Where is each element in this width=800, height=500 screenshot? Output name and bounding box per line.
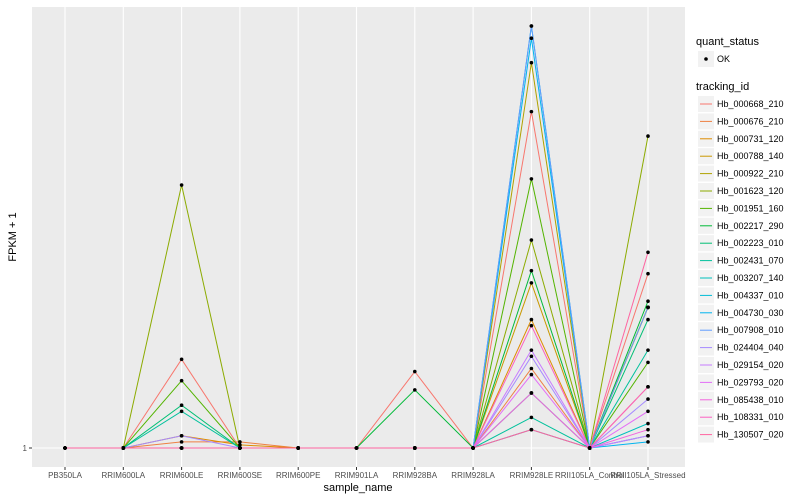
data-point — [529, 323, 534, 328]
data-point — [471, 446, 475, 450]
data-point — [529, 281, 534, 285]
x-tick-label: RRIM928BA — [393, 471, 438, 480]
x-tick-label: RRIM600LA — [102, 471, 146, 480]
data-point — [238, 446, 242, 450]
legend-color-items: Hb_000668_210 Hb_000676_210 Hb_000731_120 H… — [698, 96, 784, 443]
data-point — [529, 24, 534, 28]
data-point — [646, 397, 650, 401]
data-point — [646, 440, 650, 444]
data-points — [63, 24, 650, 450]
x-tick-label: PB350LA — [48, 471, 82, 480]
data-point — [529, 268, 534, 273]
data-point — [179, 357, 184, 362]
legend-label: Hb_000788_140 — [717, 151, 784, 161]
legend-label: Hb_000676_210 — [717, 116, 784, 126]
y-axis-title: FPKM + 1 — [7, 212, 19, 261]
data-point — [646, 385, 650, 389]
data-point — [121, 446, 126, 450]
data-point — [413, 369, 417, 374]
data-point — [179, 409, 184, 414]
legend-label: OK — [717, 54, 730, 64]
data-point — [529, 60, 534, 65]
data-point — [238, 440, 242, 444]
data-point — [529, 238, 534, 242]
data-point — [529, 415, 534, 420]
data-point — [529, 109, 534, 114]
data-point — [529, 372, 534, 377]
data-point — [63, 446, 67, 450]
x-tick-label: RRII105LA_Control — [555, 471, 625, 480]
legend-label: Hb_029793_020 — [717, 377, 784, 387]
legend-label: Hb_002217_290 — [717, 221, 784, 231]
legend-label: Hb_001623_120 — [717, 186, 784, 196]
y-tick-label: 1 — [23, 444, 28, 453]
data-point — [529, 391, 534, 395]
x-tick-label: RRIM600SE — [218, 471, 262, 480]
data-point — [646, 250, 650, 255]
legend-label: Hb_004730_030 — [717, 308, 784, 318]
data-point — [646, 360, 650, 365]
x-tick-label: RRIM928LA — [451, 471, 495, 480]
data-point — [413, 446, 417, 450]
data-point — [646, 299, 650, 304]
legend-label: Hb_130507_020 — [717, 430, 784, 440]
data-point — [354, 446, 359, 450]
data-point — [529, 354, 534, 359]
legend-label: Hb_001951_160 — [717, 203, 784, 213]
legend: quant_status OK tracking_id Hb_000668_21… — [696, 36, 784, 443]
x-tick-label: RRII105LA_Stressed — [610, 471, 685, 480]
x-tick-label: RRIM901LA — [335, 471, 379, 480]
legend-label: Hb_004337_010 — [717, 290, 784, 300]
legend-label: Hb_002223_010 — [717, 238, 784, 248]
x-axis: PB350LA RRIM600LA RRIM600LE RRIM600SE RRIM60… — [48, 467, 686, 480]
y-axis: 1 — [23, 444, 32, 453]
legend-label: Hb_003207_140 — [717, 273, 784, 283]
data-point — [529, 177, 534, 181]
data-point — [296, 446, 301, 450]
data-point — [529, 317, 534, 322]
data-point — [529, 427, 534, 432]
legend-key-point — [704, 57, 708, 61]
legend-label: Hb_002431_070 — [717, 256, 784, 266]
legend-color-title: tracking_id — [696, 81, 749, 93]
data-point — [646, 421, 650, 426]
data-point — [179, 403, 184, 407]
data-point — [646, 134, 650, 138]
legend-label: Hb_007908_010 — [717, 325, 784, 335]
legend-label: Hb_000922_210 — [717, 169, 784, 179]
legend-label: Hb_085438_010 — [717, 395, 784, 405]
x-tick-label: RRIM600PE — [276, 471, 320, 480]
data-point — [646, 317, 650, 322]
legend-shape-items: OK — [698, 51, 730, 67]
data-point — [646, 427, 650, 432]
legend-label: Hb_000668_210 — [717, 99, 784, 109]
x-tick-label: RRIM600LE — [160, 471, 204, 480]
data-point — [179, 378, 184, 383]
data-point — [646, 348, 650, 352]
data-point — [179, 433, 184, 438]
x-axis-title: sample_name — [323, 482, 392, 494]
x-tick-label: RRIM928LE — [510, 471, 554, 480]
legend-label: Hb_000731_120 — [717, 134, 784, 144]
data-point — [529, 36, 534, 41]
data-point — [646, 271, 650, 276]
data-point — [646, 305, 650, 310]
legend-label: Hb_108331_010 — [717, 412, 784, 422]
legend-shape-title: quant_status — [696, 36, 759, 48]
data-point — [646, 433, 650, 438]
data-point — [529, 348, 534, 352]
legend-label: Hb_029154_020 — [717, 360, 784, 370]
data-point — [179, 440, 184, 444]
data-point — [179, 446, 184, 450]
plot-panel — [32, 7, 685, 467]
data-point — [238, 443, 242, 447]
data-point — [413, 388, 417, 392]
data-point — [646, 409, 650, 414]
data-point — [529, 366, 534, 371]
data-point — [587, 446, 592, 450]
legend-label: Hb_024404_040 — [717, 343, 784, 353]
data-point — [179, 183, 184, 187]
